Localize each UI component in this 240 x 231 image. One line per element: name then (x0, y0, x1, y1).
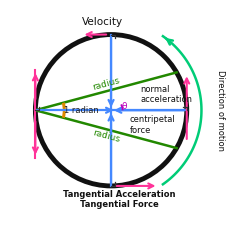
Text: normal
acceleration: normal acceleration (140, 85, 192, 104)
Text: 1 radian: 1 radian (64, 106, 99, 115)
Text: radius: radius (91, 129, 121, 145)
Text: Tangential Acceleration
Tangential Force: Tangential Acceleration Tangential Force (63, 190, 176, 209)
Text: θ: θ (122, 102, 127, 111)
Text: Velocity: Velocity (82, 17, 123, 27)
Text: Direction of motion: Direction of motion (216, 70, 225, 151)
Text: radius: radius (91, 76, 121, 92)
Text: centripetal
force: centripetal force (130, 115, 176, 135)
